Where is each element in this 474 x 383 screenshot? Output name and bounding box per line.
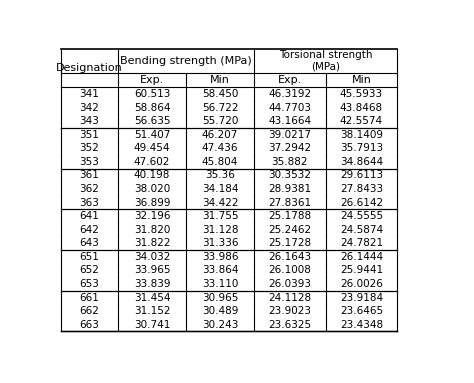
Text: 25.1728: 25.1728	[268, 238, 311, 248]
Text: 651: 651	[80, 252, 100, 262]
Text: 341: 341	[80, 89, 100, 99]
Text: 23.6465: 23.6465	[340, 306, 383, 316]
Text: Exp.: Exp.	[140, 75, 164, 85]
Text: 56.635: 56.635	[134, 116, 170, 126]
Text: 47.436: 47.436	[202, 143, 238, 153]
Text: 342: 342	[80, 103, 100, 113]
Text: 30.3532: 30.3532	[268, 170, 311, 180]
Text: 23.9184: 23.9184	[340, 293, 383, 303]
Text: 361: 361	[80, 170, 100, 180]
Text: 44.7703: 44.7703	[268, 103, 311, 113]
Text: 58.450: 58.450	[202, 89, 238, 99]
Text: 25.9441: 25.9441	[340, 265, 383, 275]
Text: 31.454: 31.454	[134, 293, 170, 303]
Text: 32.196: 32.196	[134, 211, 170, 221]
Text: 34.422: 34.422	[202, 198, 238, 208]
Text: 34.032: 34.032	[134, 252, 170, 262]
Text: 26.1444: 26.1444	[340, 252, 383, 262]
Text: 43.8468: 43.8468	[340, 103, 383, 113]
Text: 24.7821: 24.7821	[340, 238, 383, 248]
Text: 362: 362	[80, 184, 100, 194]
Text: 26.6142: 26.6142	[340, 198, 383, 208]
Text: 38.1409: 38.1409	[340, 130, 383, 140]
Text: 27.8361: 27.8361	[268, 198, 311, 208]
Text: 661: 661	[80, 293, 100, 303]
Text: 33.986: 33.986	[202, 252, 238, 262]
Text: 30.965: 30.965	[202, 293, 238, 303]
Text: 31.755: 31.755	[202, 211, 238, 221]
Text: 26.1643: 26.1643	[268, 252, 311, 262]
Text: 31.152: 31.152	[134, 306, 170, 316]
Text: 23.9023: 23.9023	[268, 306, 311, 316]
Text: 33.110: 33.110	[202, 279, 238, 289]
Text: 33.839: 33.839	[134, 279, 170, 289]
Text: 33.864: 33.864	[202, 265, 238, 275]
Text: 33.965: 33.965	[134, 265, 170, 275]
Text: 30.489: 30.489	[202, 306, 238, 316]
Text: 30.741: 30.741	[134, 320, 170, 330]
Text: 40.198: 40.198	[134, 170, 170, 180]
Text: 26.1008: 26.1008	[268, 265, 311, 275]
Text: 23.6325: 23.6325	[268, 320, 311, 330]
Text: Torsional strength
(MPa): Torsional strength (MPa)	[279, 50, 373, 72]
Text: 351: 351	[80, 130, 100, 140]
Text: 58.864: 58.864	[134, 103, 170, 113]
Text: Min: Min	[210, 75, 230, 85]
Text: Designation: Designation	[56, 63, 123, 73]
Text: 56.722: 56.722	[202, 103, 238, 113]
Text: 24.5874: 24.5874	[340, 225, 383, 235]
Text: 23.4348: 23.4348	[340, 320, 383, 330]
Text: 663: 663	[80, 320, 100, 330]
Text: 643: 643	[80, 238, 100, 248]
Text: 36.899: 36.899	[134, 198, 170, 208]
Text: 55.720: 55.720	[202, 116, 238, 126]
Text: Min: Min	[351, 75, 371, 85]
Text: 35.882: 35.882	[272, 157, 308, 167]
Text: 34.184: 34.184	[202, 184, 238, 194]
Text: 24.5555: 24.5555	[340, 211, 383, 221]
Text: 29.6113: 29.6113	[340, 170, 383, 180]
Text: 31.128: 31.128	[202, 225, 238, 235]
Text: 652: 652	[80, 265, 100, 275]
Text: 37.2942: 37.2942	[268, 143, 311, 153]
Text: 352: 352	[80, 143, 100, 153]
Text: 363: 363	[80, 198, 100, 208]
Text: 45.804: 45.804	[202, 157, 238, 167]
Text: 30.243: 30.243	[202, 320, 238, 330]
Text: 26.0026: 26.0026	[340, 279, 383, 289]
Text: 39.0217: 39.0217	[268, 130, 311, 140]
Text: 45.5933: 45.5933	[340, 89, 383, 99]
Text: 31.336: 31.336	[202, 238, 238, 248]
Text: 353: 353	[80, 157, 100, 167]
Text: 653: 653	[80, 279, 100, 289]
Text: 662: 662	[80, 306, 100, 316]
Text: Bending strength (MPa): Bending strength (MPa)	[120, 56, 252, 66]
Text: 35.7913: 35.7913	[340, 143, 383, 153]
Text: 34.8644: 34.8644	[340, 157, 383, 167]
Text: 49.454: 49.454	[134, 143, 170, 153]
Text: 38.020: 38.020	[134, 184, 170, 194]
Text: 31.820: 31.820	[134, 225, 170, 235]
Text: 43.1664: 43.1664	[268, 116, 311, 126]
Text: 47.602: 47.602	[134, 157, 170, 167]
Text: 28.9381: 28.9381	[268, 184, 311, 194]
Text: 26.0393: 26.0393	[268, 279, 311, 289]
Text: 42.5574: 42.5574	[340, 116, 383, 126]
Text: 51.407: 51.407	[134, 130, 170, 140]
Text: 27.8433: 27.8433	[340, 184, 383, 194]
Text: 25.1788: 25.1788	[268, 211, 311, 221]
Text: 35.36: 35.36	[205, 170, 235, 180]
Text: 46.3192: 46.3192	[268, 89, 311, 99]
Text: 641: 641	[80, 211, 100, 221]
Text: 31.822: 31.822	[134, 238, 170, 248]
Text: 642: 642	[80, 225, 100, 235]
Text: 46.207: 46.207	[202, 130, 238, 140]
Text: 25.2462: 25.2462	[268, 225, 311, 235]
Text: 60.513: 60.513	[134, 89, 170, 99]
Text: 343: 343	[80, 116, 100, 126]
Text: 24.1128: 24.1128	[268, 293, 311, 303]
Text: Exp.: Exp.	[278, 75, 302, 85]
